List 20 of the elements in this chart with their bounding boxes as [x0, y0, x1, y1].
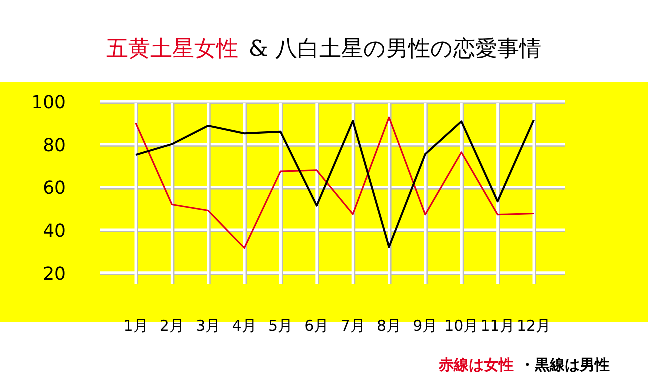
x-tick-label: 12月 — [516, 317, 552, 335]
y-tick-label: 80 — [43, 135, 66, 156]
x-tick-label: 3月 — [196, 317, 221, 335]
x-tick-label: 2月 — [160, 317, 184, 335]
y-tick-label: 100 — [32, 92, 66, 114]
x-tick-label: 9月 — [413, 317, 438, 335]
y-tick-label: 20 — [43, 264, 66, 285]
y-tick-label: 60 — [43, 178, 66, 200]
title: 五黄土星女性 — [106, 37, 239, 62]
x-tick-label: 6月 — [304, 317, 330, 335]
subtitle: & 八白土星の男性の恋愛事情 — [248, 37, 542, 62]
x-tick-label: 4月 — [232, 317, 257, 335]
x-tick-label: 10月 — [444, 317, 479, 335]
x-tick-label: 8月 — [377, 317, 402, 335]
x-tick-label: 11月 — [480, 317, 515, 335]
x-tick-label: 7月 — [340, 317, 366, 335]
x-tick-label: 5月 — [268, 317, 293, 335]
x-tick-label: 1月 — [124, 317, 148, 335]
annotation: ・ — [520, 356, 535, 374]
y-tick-label: 40 — [43, 221, 66, 242]
